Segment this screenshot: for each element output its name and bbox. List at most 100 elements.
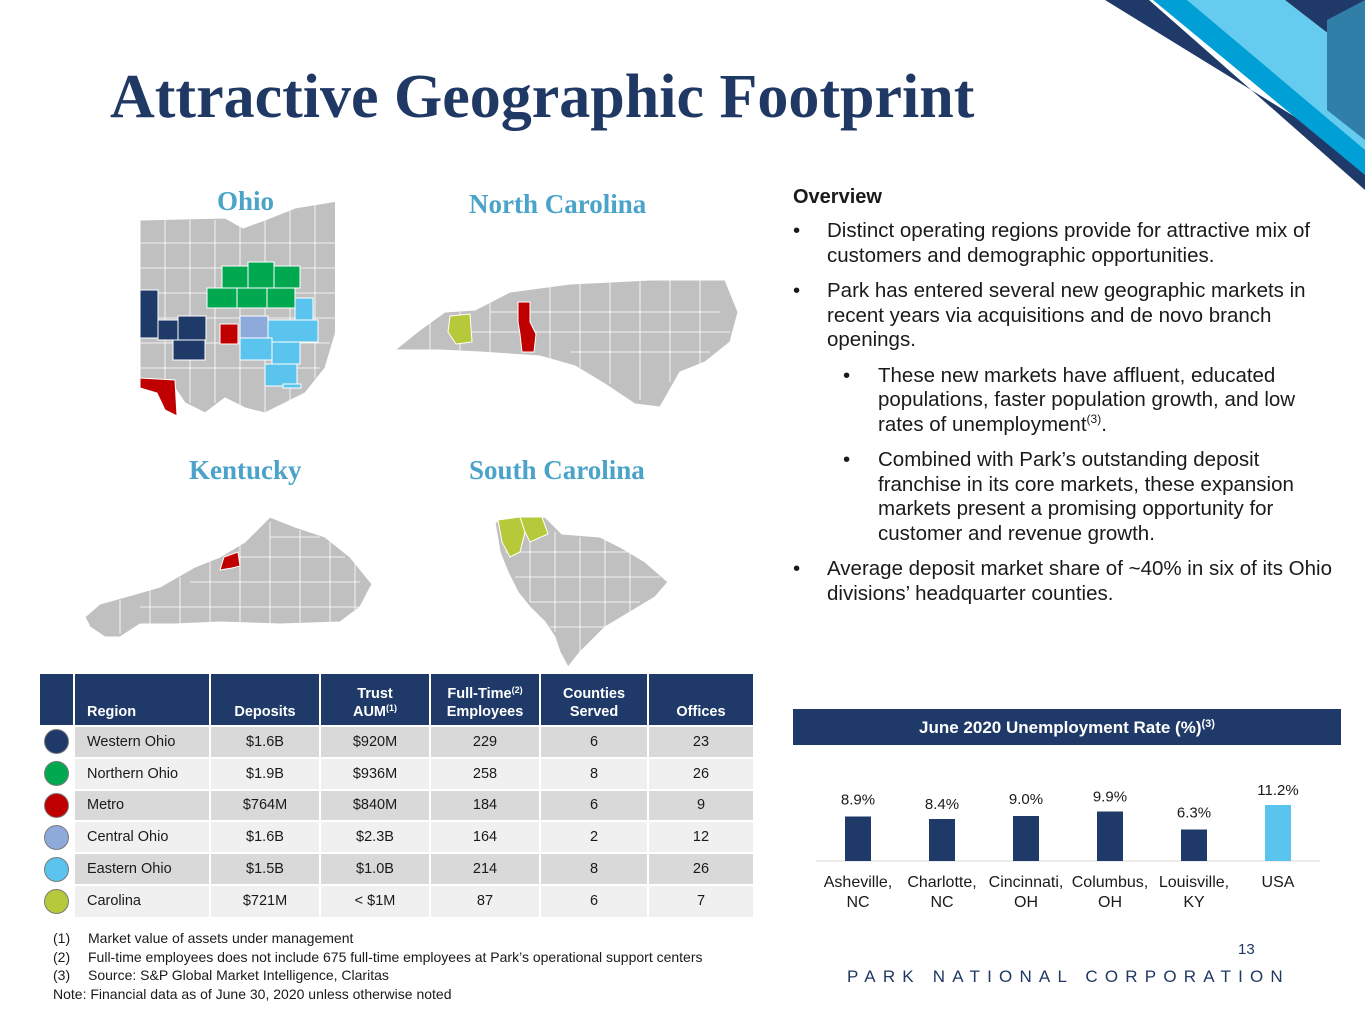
region-cell: Metro	[74, 788, 211, 822]
category-label: Asheville,	[824, 874, 892, 891]
bar	[929, 819, 955, 861]
table-row: Metro $764M $840M 184 6 9	[40, 788, 755, 822]
region-color-dot	[44, 792, 69, 818]
corner-decoration	[1105, 0, 1365, 190]
table-row: Eastern Ohio $1.5B $1.0B 214 8 26	[40, 852, 755, 885]
category-label: OH	[1014, 894, 1038, 911]
footnote-2: (2) Full-time employees does not include …	[53, 948, 703, 967]
region-color-dot	[44, 729, 69, 755]
overview-sub-bullet-2: • Combined with Park’s outstanding depos…	[793, 448, 1333, 546]
footnote-1: (1) Market value of assets under manageme…	[53, 929, 703, 948]
employees-cell: 258	[430, 756, 541, 790]
employees-header-line1: Full-Time	[447, 686, 512, 702]
region-color-dot	[44, 761, 69, 787]
bullet-dot: •	[793, 557, 801, 580]
footnote-ref-2: (2)	[511, 685, 523, 695]
region-color-dot	[44, 824, 69, 850]
bar	[845, 816, 871, 861]
table-row: Carolina $721M < $1M 87 6 7	[40, 883, 755, 917]
bullet-dot: •	[793, 219, 801, 242]
western-ohio-region	[139, 289, 159, 339]
ohio-map	[139, 200, 335, 417]
offices-cell: 9	[648, 788, 755, 822]
data-label: 8.4%	[925, 796, 959, 813]
employees-header-line2: Employees	[446, 704, 524, 720]
sentence-end: .	[1101, 412, 1107, 436]
employees-header: Full-Time(2) Employees	[430, 674, 541, 726]
footnote-text: Full-time employees does not include 675…	[88, 948, 703, 965]
category-label: Columbus,	[1072, 874, 1148, 891]
footnote-number: (1)	[53, 930, 71, 946]
region-cell: Northern Ohio	[74, 756, 211, 790]
chart-title: June 2020 Unemployment Rate (%)(3)	[793, 709, 1341, 745]
kentucky-map-label: Kentucky	[189, 455, 302, 485]
footnote-note: Note: Financial data as of June 30, 2020…	[53, 986, 452, 1003]
offices-cell: 12	[648, 820, 755, 854]
counties-header-line2: Served	[569, 704, 619, 720]
table-row: Central Ohio $1.6B $2.3B 164 2 12	[40, 820, 755, 854]
table-row: Northern Ohio $1.9B $936M 258 8 26	[40, 756, 755, 790]
trust-header-line1: Trust	[357, 686, 393, 702]
bar	[1013, 816, 1039, 861]
chart-title-text: June 2020 Unemployment Rate (%)	[919, 718, 1202, 737]
category-label: OH	[1098, 894, 1122, 911]
eastern-ohio-region	[294, 297, 314, 321]
trust-cell: < $1M	[320, 883, 431, 917]
table-header-row: Region Deposits Trust AUM(1) Full-Time(2)…	[40, 674, 755, 726]
counties-cell: 8	[540, 852, 649, 885]
overview-sub-bullet-2-text: Combined with Park’s outstanding deposit…	[878, 448, 1294, 545]
central-ohio-region	[239, 315, 269, 339]
footnote-number: (3)	[53, 967, 71, 984]
greenville-region-b	[519, 516, 549, 543]
offices-cell: 26	[648, 756, 755, 790]
asheville-region	[447, 313, 473, 345]
bullet-dot: •	[843, 363, 851, 387]
category-label: KY	[1183, 894, 1205, 911]
data-label: 6.3%	[1177, 805, 1211, 822]
region-color-dot	[44, 856, 69, 882]
overview-sub-bullet-1-text: These new markets have affluent, educate…	[878, 363, 1296, 436]
deposits-header: Deposits	[210, 674, 321, 726]
overview-section: Overview • Distinct operating regions pr…	[793, 186, 1333, 617]
swatch-header	[40, 674, 75, 726]
deposits-cell: $721M	[210, 883, 321, 917]
trust-cell: $1.0B	[320, 852, 431, 885]
table-row: Western Ohio $1.6B $920M 229 6 23	[40, 725, 755, 758]
offices-cell: 7	[648, 883, 755, 917]
overview-sub-bullet-1: • These new markets have affluent, educa…	[793, 364, 1333, 438]
employees-cell: 214	[430, 852, 541, 885]
bar	[1265, 805, 1291, 861]
offices-cell: 26	[648, 852, 755, 885]
data-label: 9.9%	[1093, 789, 1127, 806]
ky-outline	[84, 516, 373, 638]
corner-stripe-light	[1187, 0, 1365, 150]
data-label: 9.0%	[1009, 791, 1043, 808]
counties-cell: 2	[540, 820, 649, 854]
kentucky-map	[84, 516, 373, 638]
trust-header-line2: AUM	[352, 704, 387, 720]
deposits-cell: $1.6B	[210, 725, 321, 758]
trust-cell: $840M	[320, 788, 431, 822]
footnote-number: (2)	[53, 948, 71, 965]
region-table: Region Deposits Trust AUM(1) Full-Time(2)…	[40, 674, 755, 917]
ohio-regions	[139, 261, 319, 417]
employees-cell: 87	[430, 883, 541, 917]
footnote-ref-1: (1)	[386, 703, 398, 713]
overview-bullet-3-text: Average deposit market share of ~40% in …	[827, 557, 1332, 605]
offices-header: Offices	[648, 674, 755, 726]
overview-bullet-2-text: Park has entered several new geographic …	[827, 279, 1306, 351]
charlotte-region	[517, 301, 537, 353]
deposits-cell: $1.6B	[210, 820, 321, 854]
south-carolina-map-label: South Carolina	[469, 455, 645, 485]
region-cell: Central Ohio	[74, 820, 211, 854]
overview-heading: Overview	[793, 186, 882, 208]
counties-cell: 6	[540, 883, 649, 917]
counties-header: Counties Served	[540, 674, 649, 726]
region-cell: Carolina	[74, 883, 211, 917]
employees-cell: 229	[430, 725, 541, 758]
northern-ohio-region	[221, 265, 249, 289]
overview-bullet-2: • Park has entered several new geographi…	[793, 279, 1333, 353]
data-label: 11.2%	[1257, 782, 1298, 799]
overview-bullet-3: • Average deposit market share of ~40% i…	[793, 557, 1333, 606]
overview-bullet-1-text: Distinct operating regions provide for a…	[827, 219, 1311, 267]
